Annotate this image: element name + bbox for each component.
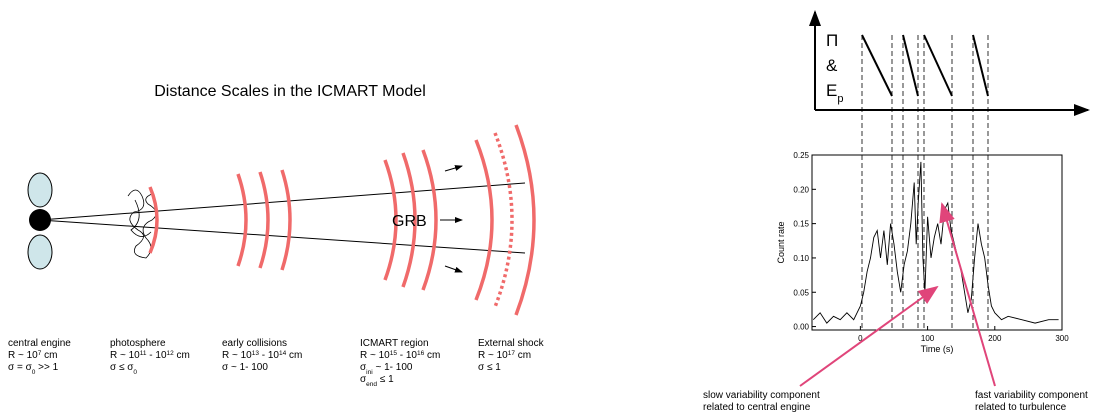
top-panel	[809, 10, 1090, 330]
arrow	[444, 265, 463, 273]
y-axis-label: Count rate	[776, 221, 786, 263]
text: &	[826, 56, 838, 75]
text: R ~ 10	[8, 350, 38, 361]
text: R ~ 10	[222, 350, 252, 361]
plot-frame	[811, 154, 1063, 331]
sup: 14	[279, 350, 287, 357]
text: σ	[360, 374, 367, 385]
text: E	[826, 81, 837, 100]
y-tick-label: 0.15	[793, 220, 809, 229]
label-line: &	[826, 56, 838, 75]
annotation: slow variability component	[703, 390, 820, 401]
x-tick-label: 200	[988, 334, 1002, 343]
annotation: fast variability component	[975, 390, 1088, 401]
sup: 7	[38, 350, 42, 357]
label-line: early collisions	[222, 338, 287, 349]
text: cm	[515, 350, 531, 361]
ray	[39, 182, 526, 221]
sup: 11	[140, 350, 147, 357]
pointer	[939, 202, 996, 387]
text: σ ≤ σ	[110, 362, 134, 373]
label-line: Π	[826, 31, 838, 50]
sup: 15	[390, 350, 398, 357]
sub: ini	[366, 369, 373, 376]
label-line: R ~ 107 cm	[8, 350, 57, 362]
sup: 16	[417, 350, 425, 357]
text: - 10	[397, 350, 417, 361]
text: cm	[424, 350, 440, 361]
sup: 12	[167, 350, 175, 357]
x-tick-label: 100	[921, 334, 935, 343]
text: Π	[826, 31, 838, 50]
text: early collisions	[222, 338, 287, 349]
sub: end	[366, 381, 377, 388]
text: σ	[360, 362, 367, 373]
label-line: σ ≤ σ0	[110, 362, 137, 376]
label-line: photosphere	[110, 338, 166, 349]
sup: 13	[252, 350, 260, 357]
text: - 10	[147, 350, 167, 361]
text: σ ≤ 1	[478, 362, 501, 373]
panel-label: Π & Ep	[826, 31, 844, 105]
label-line: σ = σ0 >> 1	[8, 362, 59, 376]
text: σ ~ 1- 100	[222, 362, 268, 373]
text: - 10	[259, 350, 279, 361]
text: External shock	[478, 338, 545, 349]
text: ≤ 1	[377, 374, 394, 385]
label-line: External shock	[478, 338, 545, 349]
data-line	[812, 161, 1059, 324]
x-tick-label: 300	[1055, 334, 1069, 343]
text: ICMART region	[360, 338, 429, 349]
y-tick-label: 0.05	[793, 288, 809, 297]
text: R ~ 10	[360, 350, 390, 361]
y-tick-label: 0.25	[793, 151, 809, 160]
annotation: related to central engine	[703, 402, 811, 413]
text: R ~ 10	[478, 350, 508, 361]
text: σ = σ	[8, 362, 33, 373]
sub: 0	[133, 369, 137, 376]
diagram-title: Distance Scales in the ICMART Model	[154, 83, 426, 100]
y-tick-label: 0.20	[793, 185, 809, 194]
label-line: σ ≤ 1	[478, 362, 501, 373]
text: cm	[174, 350, 190, 361]
arrow	[444, 165, 463, 172]
text: photosphere	[110, 338, 166, 349]
sup: 17	[508, 350, 516, 357]
pointer	[799, 285, 939, 387]
text: cm	[41, 350, 57, 361]
grb-label: GRB	[392, 213, 427, 230]
text: R ~ 10	[110, 350, 140, 361]
annotation: related to turbulence	[975, 402, 1067, 413]
label-line: R ~ 1015 - 1016 cm	[360, 350, 440, 362]
ray	[39, 219, 526, 254]
sub: p	[837, 93, 843, 105]
text: cm	[286, 350, 302, 361]
label-line: R ~ 1011 - 1012 cm	[110, 350, 190, 362]
text: central engine	[8, 338, 71, 349]
label-line: R ~ 1013 - 1014 cm	[222, 350, 302, 362]
y-tick-label: 0.10	[793, 254, 809, 263]
text: ~ 1- 100	[373, 362, 413, 373]
label-line: Ep	[826, 81, 844, 105]
x-axis-label: Time (s)	[921, 344, 954, 354]
y-tick-label: 0.00	[793, 323, 809, 332]
label-line: σend ≤ 1	[360, 374, 394, 388]
text: >> 1	[35, 362, 58, 373]
label-line: σ ~ 1- 100	[222, 362, 268, 373]
label-line: ICMART region	[360, 338, 429, 349]
label-line: R ~ 1017 cm	[478, 350, 531, 362]
shells	[148, 124, 536, 316]
label-line: central engine	[8, 338, 71, 349]
light-curve: 0 100 200 300 0.00 0.05 0.10 0.15 0.20 0.25 Time (…	[776, 151, 1069, 354]
x-tick-label: 0	[858, 334, 863, 343]
sub: 0	[32, 369, 36, 376]
label-line: σini ~ 1- 100	[360, 362, 413, 376]
